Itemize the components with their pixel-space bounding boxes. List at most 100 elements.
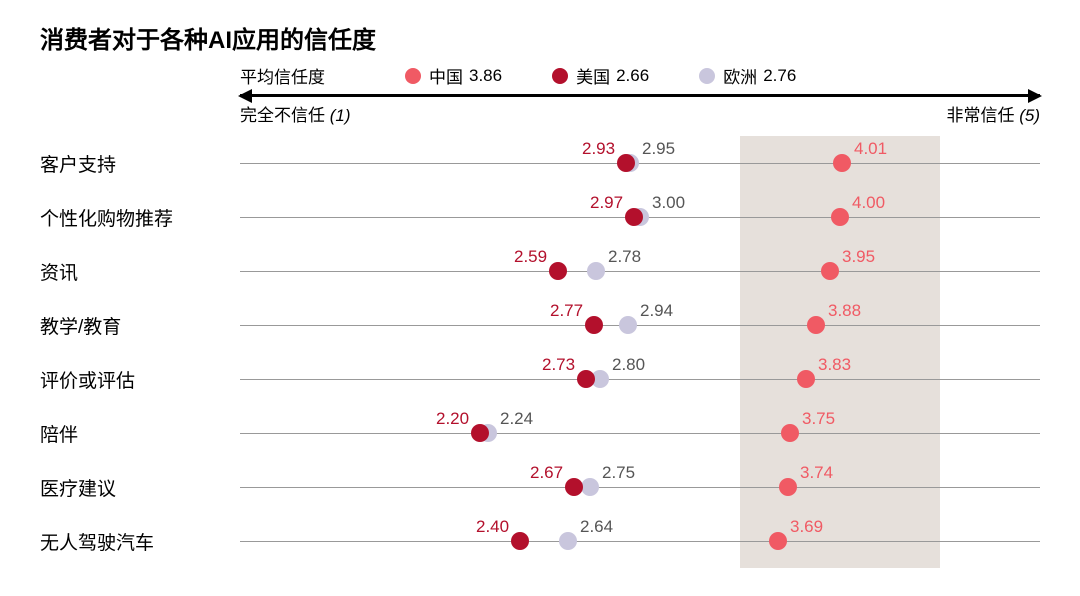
us-dot (617, 154, 635, 172)
us-value-label: 2.97 (590, 193, 623, 213)
row-label: 教学/教育 (40, 312, 240, 339)
axis-right-label: 非常信任 (5) (946, 101, 1040, 126)
china-dot (779, 478, 797, 496)
legend-eu-value: 2.76 (763, 66, 796, 86)
us-value-label: 2.73 (542, 355, 575, 375)
row-plot: 2.20 2.24 3.75 (240, 406, 1040, 460)
us-value-label: 2.77 (550, 301, 583, 321)
row-plot: 2.67 2.75 3.74 (240, 460, 1040, 514)
eu-value-label: 2.78 (608, 247, 641, 267)
row-plot: 2.59 2.78 3.95 (240, 244, 1040, 298)
axis-line (240, 94, 1040, 97)
china-dot (797, 370, 815, 388)
eu-value-label: 2.80 (612, 355, 645, 375)
row-plot: 2.93 2.95 4.01 (240, 136, 1040, 190)
row-label: 无人驾驶汽车 (40, 528, 240, 555)
axis-right-num: (5) (1019, 106, 1040, 125)
axis (240, 94, 1040, 97)
row-baseline (240, 163, 1040, 164)
axis-left-text: 完全不信任 (240, 106, 325, 125)
eu-dot (587, 262, 605, 280)
us-dot (625, 208, 643, 226)
legend-us-dot (552, 68, 568, 84)
china-dot (769, 532, 787, 550)
legend-row: 平均信任度 中国 3.86 美国 2.66 欧洲 2.76 (240, 63, 1040, 88)
us-value-label: 2.59 (514, 247, 547, 267)
axis-labels: 完全不信任 (1) 非常信任 (5) (240, 101, 1040, 126)
china-dot (821, 262, 839, 280)
row-baseline (240, 487, 1040, 488)
china-value-label: 3.74 (800, 463, 833, 483)
eu-dot (581, 478, 599, 496)
chart-title: 消费者对于各种AI应用的信任度 (40, 20, 1040, 55)
us-value-label: 2.93 (582, 139, 615, 159)
row-plot: 2.40 2.64 3.69 (240, 514, 1040, 568)
legend-china-value: 3.86 (469, 66, 502, 86)
china-value-label: 3.83 (818, 355, 851, 375)
eu-value-label: 2.94 (640, 301, 673, 321)
china-value-label: 3.75 (802, 409, 835, 429)
us-value-label: 2.67 (530, 463, 563, 483)
data-row: 评价或评估 2.73 2.80 3.83 (40, 352, 1040, 406)
row-plot: 2.97 3.00 4.00 (240, 190, 1040, 244)
us-dot (585, 316, 603, 334)
china-value-label: 4.01 (854, 139, 887, 159)
axis-left-label: 完全不信任 (1) (240, 101, 351, 126)
row-baseline (240, 433, 1040, 434)
row-baseline (240, 271, 1040, 272)
eu-value-label: 3.00 (652, 193, 685, 213)
legend-eu-name: 欧洲 (723, 63, 757, 88)
row-label: 资讯 (40, 258, 240, 285)
legend-us-value: 2.66 (616, 66, 649, 86)
row-plot: 2.77 2.94 3.88 (240, 298, 1040, 352)
legend-eu-dot (699, 68, 715, 84)
axis-left-num: (1) (330, 106, 351, 125)
eu-dot (619, 316, 637, 334)
eu-value-label: 2.95 (642, 139, 675, 159)
china-value-label: 3.69 (790, 517, 823, 537)
us-value-label: 2.20 (436, 409, 469, 429)
data-row: 医疗建议 2.67 2.75 3.74 (40, 460, 1040, 514)
row-label: 个性化购物推荐 (40, 204, 240, 231)
eu-value-label: 2.64 (580, 517, 613, 537)
china-dot (833, 154, 851, 172)
us-dot (577, 370, 595, 388)
china-value-label: 4.00 (852, 193, 885, 213)
legend-eu: 欧洲 2.76 (699, 63, 796, 88)
us-dot (549, 262, 567, 280)
legend-china-name: 中国 (429, 63, 463, 88)
us-dot (471, 424, 489, 442)
data-row: 个性化购物推荐 2.97 3.00 4.00 (40, 190, 1040, 244)
china-value-label: 3.88 (828, 301, 861, 321)
data-row: 教学/教育 2.77 2.94 3.88 (40, 298, 1040, 352)
eu-dot (559, 532, 577, 550)
chart-plot-area: 客户支持2.932.954.01个性化购物推荐2.973.004.00资讯2.5… (40, 136, 1040, 568)
row-label: 评价或评估 (40, 366, 240, 393)
legend-china-dot (405, 68, 421, 84)
eu-value-label: 2.75 (602, 463, 635, 483)
legend-us-name: 美国 (576, 63, 610, 88)
row-baseline (240, 325, 1040, 326)
avg-trust-label: 平均信任度 (240, 63, 325, 88)
axis-right-text: 非常信任 (946, 106, 1014, 125)
legend-us: 美国 2.66 (552, 63, 649, 88)
us-value-label: 2.40 (476, 517, 509, 537)
data-row: 客户支持 2.93 2.95 4.01 (40, 136, 1040, 190)
china-dot (807, 316, 825, 334)
legend-china: 中国 3.86 (405, 63, 502, 88)
row-baseline (240, 379, 1040, 380)
data-row: 陪伴 2.20 2.24 3.75 (40, 406, 1040, 460)
row-label: 医疗建议 (40, 474, 240, 501)
eu-value-label: 2.24 (500, 409, 533, 429)
us-dot (565, 478, 583, 496)
china-dot (831, 208, 849, 226)
china-dot (781, 424, 799, 442)
us-dot (511, 532, 529, 550)
data-row: 资讯 2.59 2.78 3.95 (40, 244, 1040, 298)
china-value-label: 3.95 (842, 247, 875, 267)
row-plot: 2.73 2.80 3.83 (240, 352, 1040, 406)
data-row: 无人驾驶汽车 2.40 2.64 3.69 (40, 514, 1040, 568)
row-label: 陪伴 (40, 420, 240, 447)
row-baseline (240, 541, 1040, 542)
row-label: 客户支持 (40, 150, 240, 177)
